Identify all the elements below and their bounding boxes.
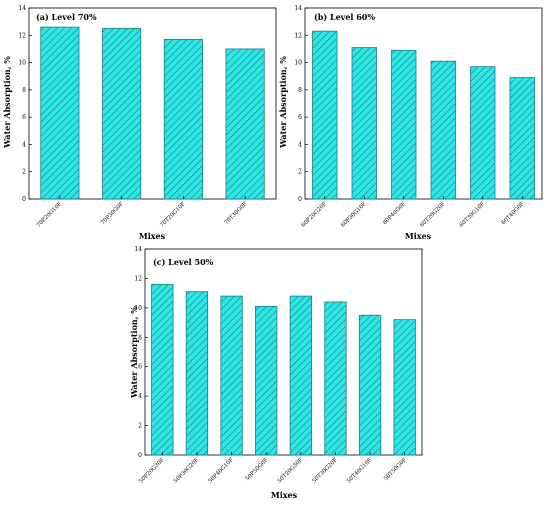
panel-label: (b) Level 60% [314,12,375,22]
bar-70P20G10F [40,26,80,200]
y-tick-label: 8 [22,87,26,94]
bar-50P20G30F [151,283,174,456]
bar-70T20G10F [163,38,203,200]
y-tick-label: 2 [138,423,142,430]
bar-50P40G10F [220,295,243,456]
x-tick-label: 60P40G0F [382,201,407,226]
chart-level-50: (c) Level 50% Water Absorption, % Mixes … [129,246,423,500]
x-tick-label: 60P30G10F [340,201,368,229]
chart-level-60: (b) Level 60% Water Absorption, % Mixes … [278,5,543,241]
bar-50T30G20F [324,301,347,456]
plot-frame [304,7,543,200]
y-axis-label: Water Absorption, % [278,56,288,149]
y-tick-label: 4 [138,393,142,400]
x-tick-label: 50P50G0F [245,457,270,482]
bar-50P30G20F [185,291,209,456]
y-tick-label: 0 [22,196,26,203]
x-tick-label: 50P40G10F [207,457,235,485]
y-tick-label: 6 [298,114,302,121]
x-tick-label: 70T30G0F [224,201,249,226]
plot-frame [144,248,423,456]
x-tick-label: 50T50G0F [383,457,408,482]
bar-60P20G20F [312,30,338,200]
y-tick-label: 12 [134,275,142,282]
y-tick-label: 14 [134,246,142,253]
x-tick-label: 60T20G20F [419,201,447,229]
x-axis-label: Mixes [139,231,166,241]
bar-50T20G30F [289,295,312,456]
y-tick-label: 0 [298,196,302,203]
bar-50T40G10F [358,314,382,456]
y-axis-label: Water Absorption, % [2,56,12,149]
y-tick-label: 10 [18,60,26,67]
x-tick-label: 50P30G20F [173,457,201,485]
y-tick-label: 6 [22,114,26,121]
y-tick-label: 0 [138,452,142,459]
x-tick-label: 50T40G10F [346,457,374,485]
y-tick-label: 2 [298,169,302,176]
x-axis-label: Mixes [271,490,298,500]
bar-60P30G10F [351,47,377,200]
x-tick-label: 60T40G0F [501,201,526,226]
y-tick-label: 6 [138,364,142,371]
x-tick-label: 70P30G0F [100,201,125,226]
bar-60T30G10F [470,66,496,200]
y-tick-label: 2 [22,169,26,176]
panel-label: (a) Level 70% [36,12,97,22]
y-tick-label: 12 [294,32,302,39]
x-tick-label: 50T20G30F [277,457,305,485]
y-tick-label: 4 [298,141,302,148]
y-tick-label: 10 [294,60,302,67]
y-tick-label: 12 [18,32,26,39]
x-tick-label: 60P20G20F [301,201,329,229]
x-tick-label: 50T30G20F [311,457,339,485]
bar-50T50G0F [393,319,416,456]
bar-70P30G0F [102,28,142,200]
y-tick-label: 14 [18,5,26,12]
plot-frame [28,7,277,200]
bar-50P50G0F [255,305,278,456]
y-tick-label: 10 [134,305,142,312]
x-tick-label: 60T30G10F [459,201,487,229]
y-tick-label: 8 [298,87,302,94]
x-axis-label: Mixes [405,231,432,241]
panel-label: (c) Level 50% [153,257,214,267]
bar-60T40G0F [509,77,535,200]
x-tick-label: 70P20G10F [36,201,64,229]
bar-70T30G0F [225,48,265,200]
x-tick-label: 70T20G10F [159,201,187,229]
y-tick-label: 14 [294,5,302,12]
bar-60P40G0F [391,49,417,200]
bar-60T20G20F [430,60,456,200]
y-axis-label: Water Absorption, % [129,306,139,399]
y-tick-label: 4 [22,141,26,148]
chart-level-70: (a) Level 70% Water Absorption, % Mixes … [2,5,277,241]
x-tick-label: 50P20G30F [138,457,166,485]
y-tick-label: 8 [138,334,142,341]
